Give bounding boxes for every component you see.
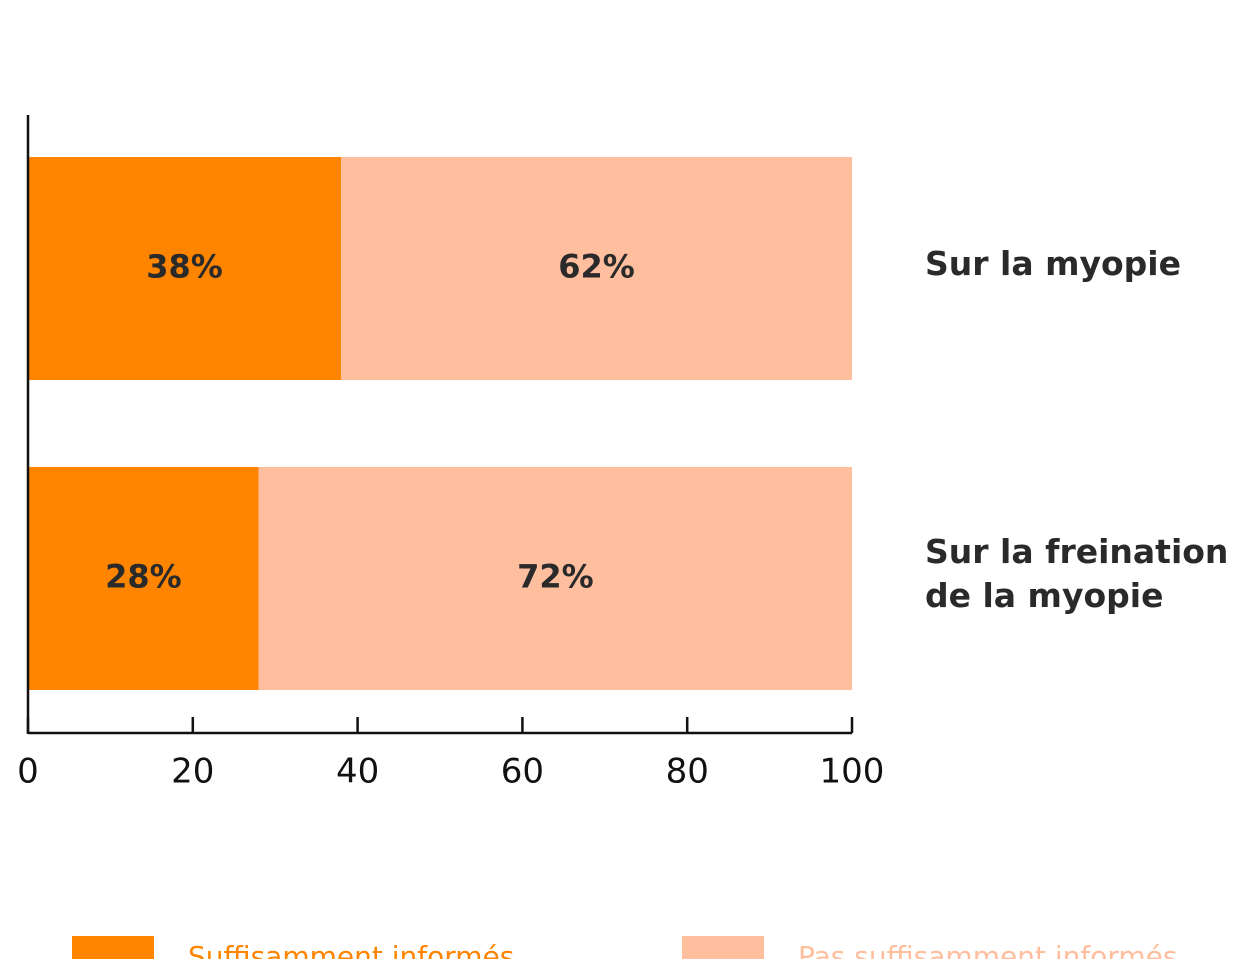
bar-segment <box>28 467 259 690</box>
x-tick-label: 20 <box>171 752 214 792</box>
category-label: Sur la freination de la myopie <box>925 531 1229 615</box>
value-label: 28% <box>105 558 182 596</box>
category-label: Sur la myopie <box>925 243 1181 283</box>
legend-swatch <box>72 936 154 959</box>
legend-label: Suffisamment informés <box>188 940 514 959</box>
legend-swatch <box>682 936 764 959</box>
legend-label: Pas suffisamment informés <box>798 940 1177 959</box>
bar-segment <box>258 467 853 690</box>
x-tick-label: 40 <box>336 752 379 792</box>
value-label: 72% <box>517 558 594 596</box>
bar-segment <box>28 157 342 380</box>
x-tick-label: 60 <box>501 752 544 792</box>
x-tick-label: 100 <box>820 752 885 792</box>
value-label: 62% <box>558 248 635 286</box>
x-tick-label: 0 <box>17 752 39 792</box>
value-label: 38% <box>146 248 223 286</box>
bar-segment <box>341 157 852 380</box>
x-tick-label: 80 <box>666 752 709 792</box>
